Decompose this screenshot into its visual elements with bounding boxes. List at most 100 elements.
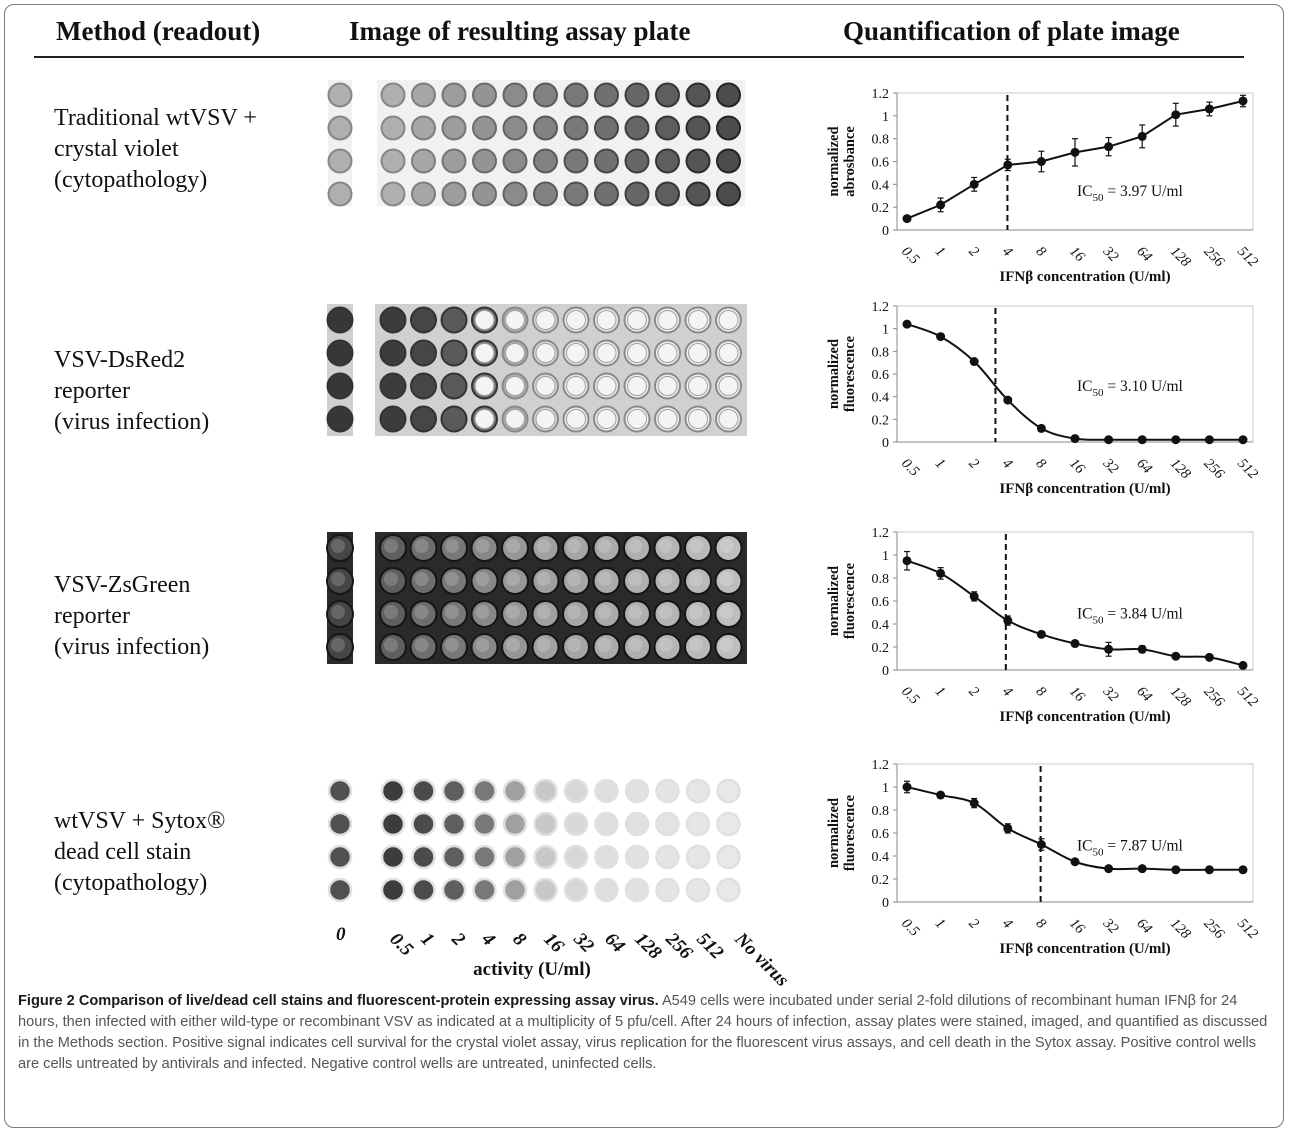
figure-caption: Figure 2 Comparison of live/dead cell st… [18,991,1276,1075]
data-point [1003,395,1013,405]
x-tick-label: 512 [1234,244,1261,271]
plate-well-center [506,605,520,619]
plate-well-center [688,343,708,363]
chart-1: 0 0.2 0.4 0.6 0.8 1 1.2 normalizedabrosbance 0.5… [826,87,1261,285]
plate-well [684,633,712,661]
plate-well [533,844,558,870]
plate-well [624,181,650,207]
plate-well [501,567,529,595]
plate-well [380,844,406,870]
plate-well [379,534,407,562]
plate-well [562,567,590,595]
plate-well [326,633,354,661]
plate-well [714,534,743,562]
method-line: VSV-ZsGreen [54,572,191,598]
plate-well-center [475,605,490,619]
plate-well [531,633,560,661]
plate-well [441,148,467,174]
plate-well [326,306,354,334]
plate-well-center [445,572,459,586]
plate-well [623,567,651,595]
plate-well-center [689,605,703,619]
plate-well [594,148,619,174]
y-axis-label: normalizedfluorescence [826,562,858,639]
plate-well-center [474,310,495,330]
plate-well-center [658,539,673,553]
plate-well-center [627,310,647,330]
x-tick-label: 256 [1201,916,1228,943]
plate-well [655,811,680,837]
y-tick-label: 0 [882,224,889,239]
plate-well [441,82,467,108]
plate-well [624,115,650,141]
data-point [1204,104,1214,114]
plate-well-center [596,409,617,429]
y-tick-label: 1.2 [872,526,890,541]
plate-well-center [567,638,581,652]
plate-well-center [596,343,617,363]
data-point [1036,840,1046,849]
plate-well [502,844,528,870]
x-tick-label: 0.5 [898,684,922,708]
plate-well [440,567,468,595]
data-point [1104,864,1114,874]
plate-well-center [474,376,495,396]
plate-well [502,778,528,804]
plate-well [563,811,589,837]
plate-well [653,567,682,595]
data-point [902,214,912,224]
method-line: (cytopathology) [54,870,208,896]
plate-well [440,405,468,433]
x-axis-label: IFNβ concentration (U/ml) [999,481,1170,497]
plate-well [409,633,438,661]
plate-well [411,877,436,903]
plate-well [592,600,621,628]
x-tick-label: 0.5 [898,244,922,268]
plate-well-center [567,572,581,586]
plate-well-center [536,638,551,652]
x-tick-label: 8 [1033,244,1050,261]
plate-well-center [627,376,647,396]
method-label-2: VSV-DsRed2 reporter (virus infection) [54,345,209,438]
y-tick-label: 0.4 [872,618,890,633]
y-tick-label: 0 [882,896,889,911]
data-point [1070,639,1080,649]
x-tick-label: 0.5 [898,456,922,480]
plate-well [441,115,467,141]
plate-well-center [535,343,556,363]
data-point [1070,857,1080,867]
plate-well-center [628,539,642,553]
plate-well [594,811,619,837]
y-tick-label: 0.2 [872,413,890,428]
plate-well [440,339,468,367]
plate-well [594,115,619,141]
plate-well-center [536,539,551,553]
plate-well [716,181,741,207]
plate-well-center [505,409,525,429]
x-tick-label: 2 [965,456,981,472]
plate-well [714,600,743,628]
plate-well [623,534,651,562]
plate-well [326,339,354,367]
data-point [1036,423,1046,433]
plate-well [472,877,497,903]
data-point [1238,96,1248,106]
plate-well [380,148,406,174]
y-tick-label: 0.6 [872,827,890,842]
data-point [1238,435,1248,445]
plate-well-center [628,572,642,586]
plate-well-center [384,638,398,652]
caption-body: A549 cells were incubated under serial 2… [18,993,1268,1072]
y-tick-label: 0.4 [872,178,890,193]
assay-plates [326,80,747,903]
plate-well [502,877,528,903]
plate-well [326,534,354,562]
y-tick-label: 0.2 [872,873,890,888]
method-line: crystal violet [54,136,179,162]
data-point [969,591,979,601]
x-tick-label: 1 [932,244,948,260]
method-line: (virus infection) [54,409,210,435]
plate-well [380,811,406,837]
plate-well [411,148,436,174]
plot-area [896,531,1254,671]
